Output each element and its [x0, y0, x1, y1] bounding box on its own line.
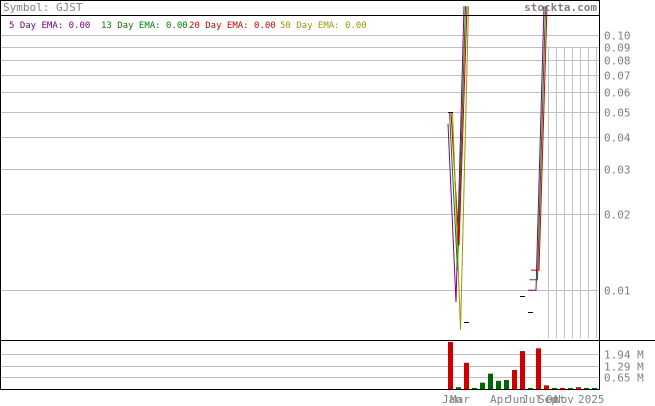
volume-bar — [512, 370, 517, 389]
volume-bar — [496, 380, 501, 389]
ema5-line — [447, 6, 545, 303]
price-tick-label: 0.10 — [604, 30, 631, 43]
ema13-line — [449, 6, 546, 281]
ema50-line — [452, 6, 469, 330]
volume-bar — [544, 385, 549, 389]
price-tick-label: 0.05 — [604, 107, 631, 120]
price-tick-label: 0.01 — [604, 285, 631, 298]
volume-axis: 1.94 M1.29 M0.65 M — [604, 349, 644, 385]
price-tick-label: 0.09 — [604, 42, 631, 55]
volume-bar — [488, 373, 493, 389]
date-tick-label: Oct — [546, 393, 566, 406]
volume-tick-label: 1.29 M — [604, 361, 644, 374]
legend-ema20: 20 Day EMA: 0.00 — [189, 21, 276, 31]
price-tick-label: 0.03 — [604, 164, 631, 177]
volume-tick-label: 1.94 M — [604, 349, 644, 362]
legend-ema13: 13 Day EMA: 0.00 — [101, 21, 188, 31]
date-tick-label: Sep — [538, 393, 558, 406]
legend-ema50: 50 Day EMA: 0.00 — [280, 21, 367, 31]
date-tick-label: Nov — [554, 393, 574, 406]
volume-bar — [568, 388, 573, 389]
price-tick-label: 0.02 — [604, 209, 631, 222]
volume-tick-label: 0.65 M — [604, 372, 644, 385]
volume-bar — [576, 387, 581, 389]
price-marks — [448, 112, 533, 323]
date-tick-label: Mar — [450, 393, 470, 406]
volume-bar — [464, 362, 469, 389]
price-grid — [1, 35, 599, 338]
symbol-label: Symbol: GJST — [3, 1, 83, 14]
volume-bar — [480, 382, 485, 389]
volume-bar — [504, 379, 509, 389]
date-tick-label: Jul — [522, 393, 542, 406]
volume-bar — [592, 388, 597, 389]
volume-bar — [528, 388, 533, 389]
price-axis: 0.100.090.08 0.07 0.06 0.05 0.04 0.03 0.02 0.01 — [604, 30, 631, 298]
price-tick-label: 0.08 — [604, 55, 631, 68]
chart-frame — [0, 0, 600, 390]
volume-bar — [472, 388, 477, 389]
price-lines — [447, 6, 548, 330]
volume-bar — [584, 388, 589, 389]
legend-ema5: 5 Day EMA: 0.00 — [9, 21, 90, 31]
volume-bar — [560, 388, 565, 389]
price-tick-label: 0.07 — [604, 70, 631, 83]
price-tick-label: 0.06 — [604, 87, 631, 100]
date-tick-label: Apr — [490, 393, 510, 406]
volume-bar — [448, 342, 453, 389]
volume-bar — [536, 348, 541, 389]
date-tick-label: Jan — [442, 393, 462, 406]
price-tick-label: 0.04 — [604, 132, 631, 145]
date-tick-label: Jun — [506, 393, 526, 406]
volume-bar — [520, 351, 525, 389]
volume-bar — [552, 388, 557, 389]
date-tick-label: 2025 — [578, 393, 605, 406]
volume-bar — [456, 387, 461, 389]
volume-grid — [1, 354, 599, 378]
site-watermark: stockta.com — [524, 1, 597, 14]
volume-bars — [448, 342, 597, 389]
